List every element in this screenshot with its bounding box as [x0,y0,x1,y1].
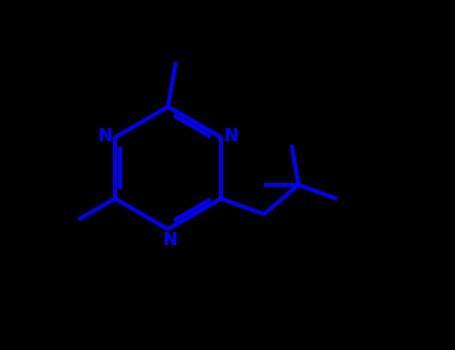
Text: N: N [98,127,113,145]
Text: N: N [223,127,238,145]
Text: N: N [162,231,177,250]
